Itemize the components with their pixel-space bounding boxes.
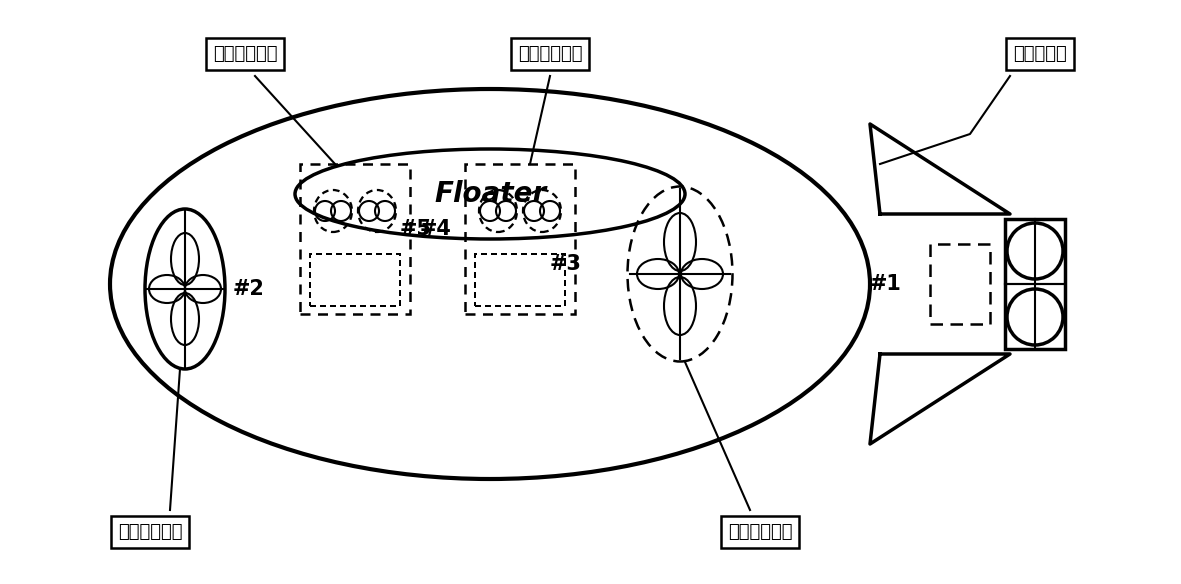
Text: Floater: Floater [433,180,546,208]
Text: #3: #3 [550,254,582,274]
Bar [475,253,565,306]
Bar [300,164,410,314]
Text: #1: #1 [870,274,902,294]
Bar [309,253,400,306]
Text: 艉垂直推进器: 艉垂直推进器 [517,45,582,63]
Text: 右艉侧推进器: 右艉侧推进器 [727,523,792,541]
Bar [929,244,990,324]
Text: 左艏侧推进器: 左艏侧推进器 [118,523,182,541]
Text: #5: #5 [400,219,432,239]
Text: 艏垂直推进器: 艏垂直推进器 [213,45,278,63]
Text: 主艉推进器: 主艉推进器 [1013,45,1066,63]
Text: #2: #2 [233,279,265,299]
Bar [465,164,575,314]
Text: #4: #4 [420,219,452,239]
Bar [1005,219,1065,349]
